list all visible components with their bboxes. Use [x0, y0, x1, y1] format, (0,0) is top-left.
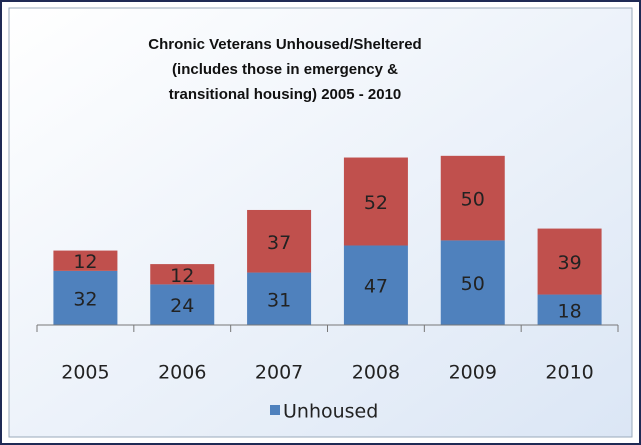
bar-segment — [247, 209, 312, 273]
bar-segment — [53, 250, 118, 271]
data-label: 52 — [364, 192, 388, 214]
chart-title-line: (includes those in emergency & — [172, 61, 398, 78]
bar-segment — [247, 272, 312, 325]
data-label: 32 — [73, 288, 97, 310]
x-tick-label: 2006 — [158, 362, 206, 384]
bar-segment — [343, 157, 408, 246]
bar-segment — [53, 270, 118, 325]
bar-segment — [440, 155, 505, 241]
data-label: 39 — [557, 252, 581, 274]
data-label: 24 — [170, 295, 194, 317]
x-tick-label: 2005 — [61, 362, 109, 384]
bar-segment — [440, 240, 505, 325]
x-tick-label: 2009 — [449, 362, 497, 384]
bar-segment — [150, 284, 215, 325]
legend-label: Unhoused — [283, 401, 378, 423]
x-tick-label: 2010 — [545, 362, 593, 384]
data-label: 37 — [267, 232, 291, 254]
x-tick-label: 2008 — [352, 362, 400, 384]
data-label: 31 — [267, 289, 291, 311]
chart-area — [8, 7, 633, 438]
data-label: 50 — [461, 189, 485, 211]
bar-segment — [537, 294, 602, 325]
data-label: 47 — [364, 276, 388, 298]
data-label: 50 — [461, 273, 485, 295]
x-tick-label: 2007 — [255, 362, 303, 384]
chart-title-line: Chronic Veterans Unhoused/Sheltered — [148, 36, 421, 53]
bar-segment — [150, 264, 215, 285]
legend-swatch — [270, 405, 280, 415]
bar-segment — [537, 228, 602, 295]
chart-title-line: transitional housing) 2005 - 2010 — [169, 86, 402, 103]
data-label: 12 — [170, 265, 194, 287]
data-label: 12 — [73, 251, 97, 273]
bar-segment — [343, 245, 408, 325]
data-label: 18 — [557, 300, 581, 322]
